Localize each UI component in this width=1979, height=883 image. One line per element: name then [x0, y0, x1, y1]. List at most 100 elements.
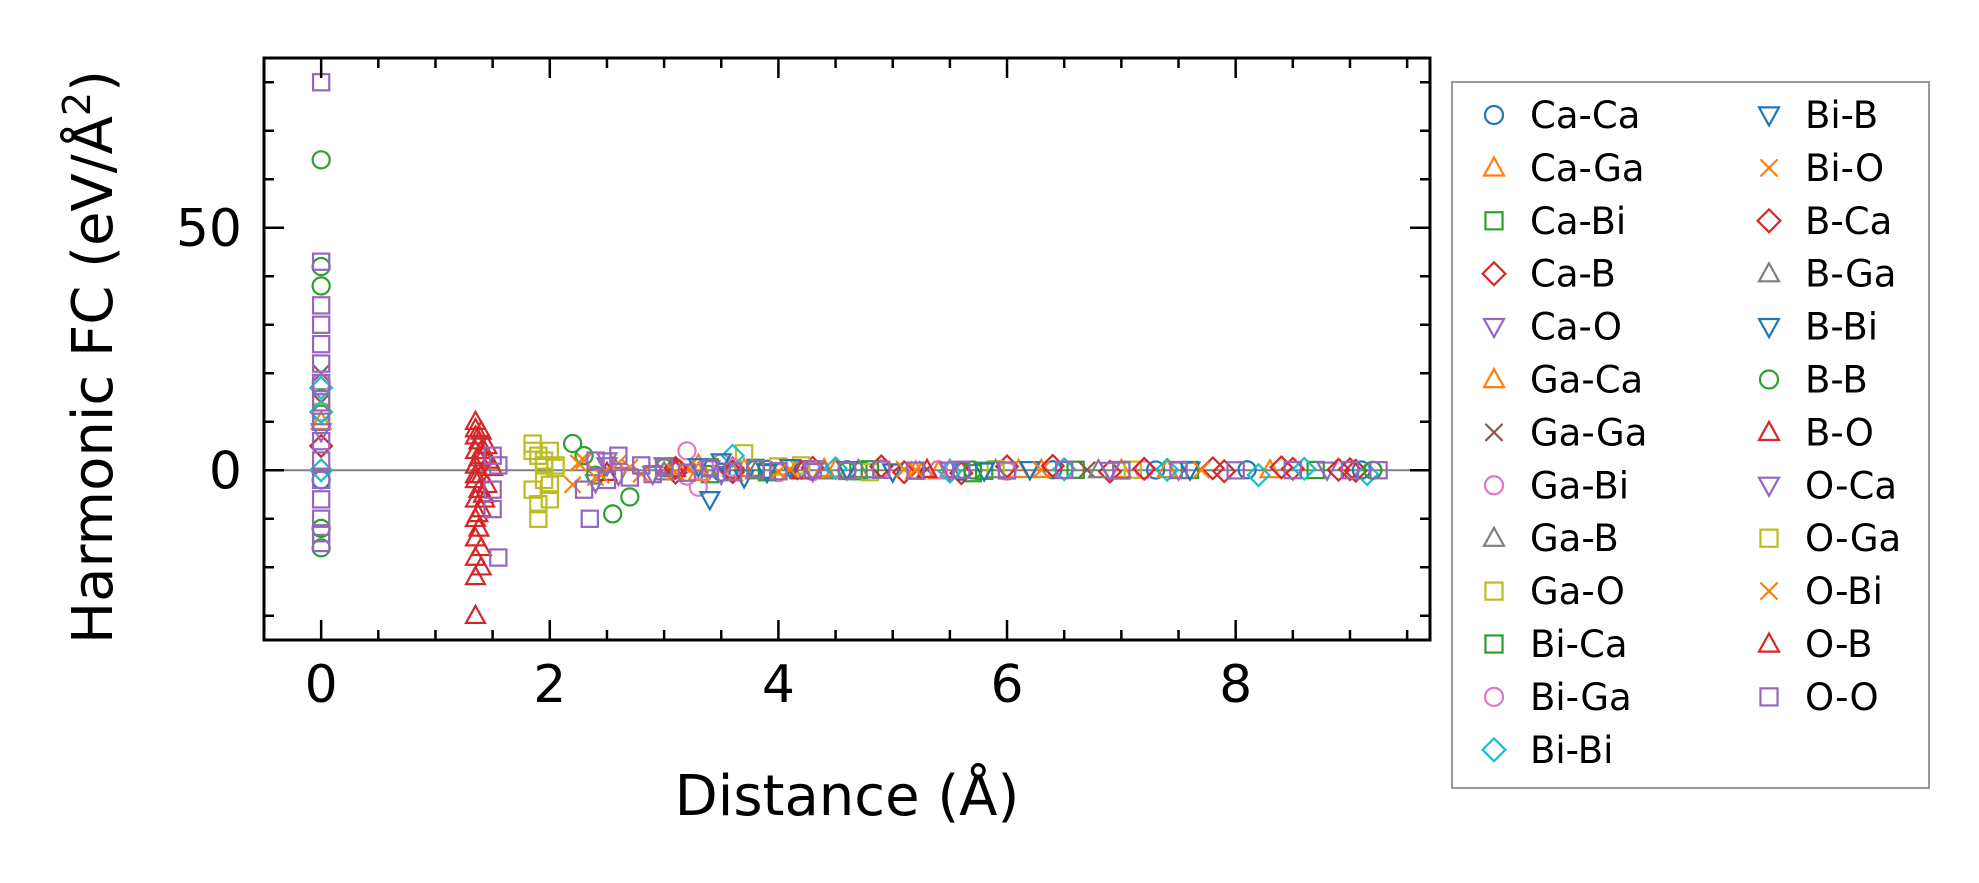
legend-item: B-Bi	[1757, 306, 1878, 349]
series-B-B	[311, 150, 1383, 558]
data-point	[483, 480, 502, 499]
data-point	[1283, 460, 1303, 480]
legend-label: B-Bi	[1805, 306, 1878, 349]
data-point	[860, 460, 880, 479]
legend-marker	[1484, 423, 1504, 442]
data-point	[464, 603, 487, 625]
legend-label: Bi-O	[1805, 147, 1884, 190]
data-point	[963, 460, 983, 480]
legend-item: O-Ga	[1759, 517, 1901, 560]
legend-item: Bi-O	[1759, 147, 1884, 190]
data-point	[872, 460, 891, 479]
data-point	[467, 516, 491, 537]
data-point	[311, 276, 331, 296]
data-point	[523, 441, 542, 461]
data-point	[464, 416, 487, 438]
legend-item: Ga-O	[1484, 570, 1625, 613]
data-point	[534, 451, 554, 470]
data-point	[620, 487, 640, 507]
legend-label: Ga-O	[1530, 570, 1625, 613]
data-point	[928, 460, 949, 480]
legend-item: O-Bi	[1759, 570, 1883, 613]
data-point	[311, 150, 331, 170]
legend-marker	[1481, 260, 1507, 287]
legend-label: B-B	[1805, 359, 1868, 402]
data-point	[585, 465, 606, 485]
legend-label: Bi-Ca	[1530, 623, 1628, 666]
legend-marker	[1482, 155, 1506, 177]
data-point	[575, 451, 593, 470]
data-point	[1154, 457, 1180, 483]
legend-label: Bi-Bi	[1530, 729, 1613, 772]
data-point	[952, 460, 971, 479]
data-point	[1078, 460, 1096, 479]
data-point	[580, 509, 599, 528]
legend-item: B-O	[1757, 411, 1874, 454]
data-point	[546, 456, 565, 475]
data-point	[1032, 460, 1051, 479]
data-point	[1369, 461, 1388, 480]
data-point	[1200, 455, 1226, 481]
legend-marker	[1484, 581, 1504, 601]
legend-label: Ca-B	[1530, 253, 1616, 296]
legend-label: B-Ga	[1805, 253, 1896, 296]
data-point	[643, 464, 662, 484]
data-point	[891, 459, 917, 485]
data-point	[311, 490, 331, 509]
data-point	[687, 452, 710, 473]
data-point	[311, 393, 331, 412]
legend-marker	[1484, 211, 1504, 231]
legend-marker	[1757, 106, 1781, 128]
data-point	[311, 431, 331, 451]
data-point	[311, 354, 331, 373]
legend-label: O-Bi	[1805, 570, 1883, 613]
plot-content	[264, 73, 1430, 625]
data-point	[1192, 461, 1211, 479]
legend-label: Bi-B	[1805, 94, 1878, 137]
data-point	[906, 461, 925, 480]
legend-marker	[1483, 686, 1505, 708]
legend-item: B-B	[1758, 359, 1868, 402]
y-axis-label: Harmonic FC (eV/Å2)	[55, 70, 126, 644]
x-tick-label: 2	[533, 655, 566, 715]
legend-item: Ca-Ga	[1482, 147, 1645, 190]
axes: 0 2 4 6 8 0 50 Distance (Å) Harmonic FC (eV/Å2)	[55, 56, 1432, 829]
legend-marker	[1483, 104, 1505, 126]
legend-marker	[1484, 634, 1504, 654]
data-point	[529, 495, 548, 514]
legend-label: Ga-Bi	[1530, 464, 1629, 507]
data-point	[311, 252, 331, 271]
data-point	[464, 409, 487, 431]
data-point	[837, 461, 857, 481]
data-point	[1258, 457, 1282, 479]
x-tick-label: 0	[305, 655, 338, 715]
legend-marker	[1481, 736, 1507, 763]
legend-item: Ga-Ca	[1482, 359, 1643, 402]
data-point	[469, 438, 493, 460]
data-point	[311, 509, 331, 528]
data-point	[746, 459, 765, 478]
data-point	[466, 501, 490, 523]
data-point	[311, 470, 331, 490]
series-O-Ga	[523, 441, 565, 514]
data-point	[906, 460, 925, 479]
data-point	[1343, 458, 1369, 484]
data-point	[1178, 461, 1202, 482]
data-point	[677, 463, 697, 482]
data-point	[311, 451, 331, 470]
data-point	[938, 461, 962, 482]
data-point	[534, 470, 554, 490]
legend-marker	[1482, 525, 1506, 547]
data-point	[603, 504, 623, 524]
data-point	[489, 548, 508, 567]
legend-label: B-O	[1805, 411, 1874, 454]
data-point	[1211, 458, 1237, 484]
legend-label: Ca-O	[1530, 306, 1622, 349]
data-point	[464, 545, 487, 566]
legend-marker	[1757, 476, 1781, 499]
data-point	[700, 459, 720, 478]
legend-item: Bi-Ga	[1483, 676, 1632, 719]
data-point	[469, 535, 493, 557]
data-point	[778, 459, 802, 480]
legend-marker	[1759, 158, 1779, 178]
